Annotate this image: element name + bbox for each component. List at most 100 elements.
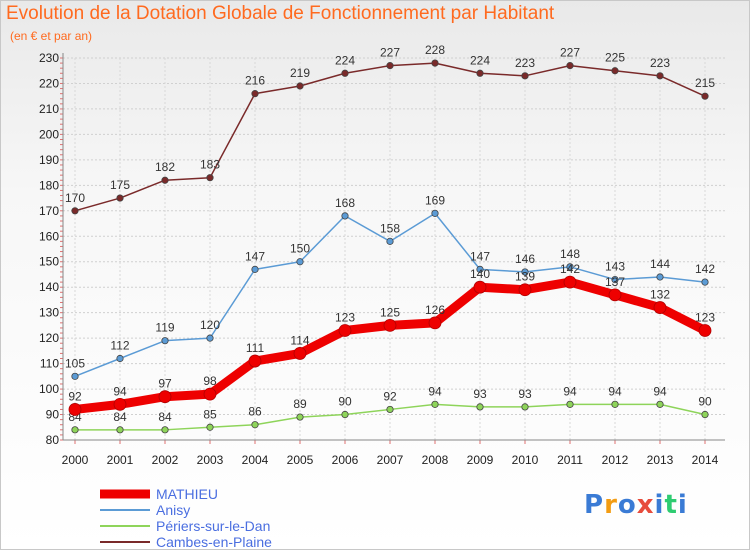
- data-label: 219: [290, 66, 310, 80]
- data-label: 169: [425, 193, 445, 207]
- x-tick-label: 2004: [242, 453, 269, 467]
- x-tick-label: 2006: [332, 453, 359, 467]
- legend-label-anisy: Anisy: [156, 502, 191, 518]
- data-label: 147: [245, 249, 265, 263]
- data-label: 92: [68, 389, 82, 403]
- y-tick-label: 190: [39, 153, 59, 167]
- y-tick-label: 200: [39, 127, 59, 141]
- legend-swatch-anisy: [100, 509, 150, 511]
- data-point: [701, 278, 709, 286]
- y-tick-label: 120: [39, 331, 59, 345]
- data-point: [206, 423, 214, 431]
- legend: MATHIEU Anisy Périers-sur-le-Dan Cambes-…: [100, 486, 272, 550]
- data-point: [611, 275, 619, 284]
- data-point: [431, 400, 439, 408]
- data-point: [653, 301, 667, 314]
- data-label: 85: [203, 407, 217, 421]
- data-label: 98: [203, 374, 217, 388]
- series-line-3: [74, 62, 706, 212]
- data-point: [68, 403, 82, 416]
- data-label: 140: [470, 267, 490, 281]
- data-label: 168: [335, 196, 355, 210]
- data-point: [386, 62, 394, 70]
- data-label: 142: [695, 262, 715, 276]
- data-point: [476, 265, 484, 273]
- data-label: 175: [110, 178, 130, 192]
- proxiti-logo: Proxiti: [584, 490, 688, 520]
- data-label: 183: [200, 158, 220, 172]
- data-label: 150: [290, 242, 310, 256]
- data-point: [473, 280, 487, 294]
- data-label: 223: [650, 56, 670, 70]
- data-point: [113, 397, 127, 411]
- data-point: [431, 209, 439, 217]
- y-tick-label: 160: [39, 229, 59, 243]
- data-label: 148: [560, 247, 580, 261]
- legend-label-cambes: Cambes-en-Plaine: [156, 534, 272, 550]
- legend-item-anisy: Anisy: [100, 502, 272, 518]
- data-label: 123: [695, 310, 715, 324]
- data-point: [521, 268, 529, 276]
- data-label: 132: [650, 288, 670, 302]
- data-label: 223: [515, 56, 535, 70]
- data-label: 142: [560, 262, 580, 276]
- data-label: 97: [158, 377, 172, 391]
- data-label: 84: [158, 410, 172, 424]
- data-label: 94: [563, 384, 577, 398]
- chart-subtitle: (en € et par an): [10, 29, 93, 43]
- data-point: [71, 207, 79, 215]
- data-label: 94: [608, 384, 622, 398]
- data-point: [611, 67, 619, 75]
- legend-item-cambes: Cambes-en-Plaine: [100, 534, 272, 550]
- data-point: [608, 288, 622, 302]
- logo-letter: i: [677, 490, 688, 520]
- data-label: 86: [248, 405, 262, 419]
- data-point: [296, 82, 304, 90]
- data-label: 139: [515, 270, 535, 284]
- data-label: 112: [110, 339, 129, 353]
- data-label: 216: [245, 74, 265, 88]
- data-label: 114: [290, 333, 309, 347]
- data-label: 94: [653, 384, 667, 398]
- data-point: [476, 403, 484, 411]
- data-point: [161, 426, 169, 434]
- data-point: [518, 283, 532, 297]
- data-label: 228: [425, 43, 445, 57]
- data-label: 227: [380, 46, 400, 60]
- y-tick-label: 140: [39, 280, 59, 294]
- data-label: 120: [200, 318, 220, 332]
- data-point: [206, 334, 214, 342]
- data-point: [341, 410, 349, 419]
- data-point: [656, 273, 664, 281]
- data-label: 89: [293, 397, 307, 411]
- data-point: [338, 324, 352, 337]
- logo-letter: o: [617, 490, 637, 520]
- data-point: [701, 410, 709, 419]
- x-tick-label: 2013: [647, 453, 674, 467]
- data-label: 227: [560, 46, 580, 60]
- y-tick-label: 90: [46, 408, 60, 422]
- x-tick-label: 2007: [377, 453, 404, 467]
- data-label: 105: [65, 356, 85, 370]
- data-label: 224: [335, 53, 355, 67]
- data-label: 84: [113, 410, 127, 424]
- data-point: [206, 174, 214, 182]
- y-tick-label: 150: [39, 255, 59, 269]
- data-point: [566, 62, 574, 70]
- data-point: [251, 90, 259, 98]
- data-label: 143: [605, 260, 625, 274]
- y-tick-label: 110: [40, 357, 59, 371]
- x-tick-label: 2002: [152, 453, 179, 467]
- data-point: [386, 405, 394, 414]
- data-label: 147: [470, 249, 490, 263]
- data-label: 90: [338, 395, 352, 409]
- data-label: 158: [380, 221, 400, 235]
- data-point: [656, 72, 664, 80]
- data-label: 126: [425, 303, 445, 317]
- data-point: [431, 59, 439, 67]
- data-label: 137: [605, 275, 625, 289]
- data-point: [563, 275, 577, 289]
- y-tick-label: 130: [39, 306, 59, 320]
